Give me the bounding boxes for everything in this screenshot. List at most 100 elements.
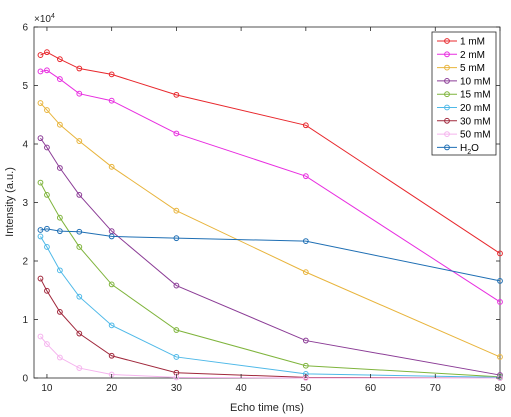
legend-label: H2O bbox=[460, 143, 479, 156]
data-point bbox=[44, 144, 50, 151]
legend-entry: 15 mM bbox=[437, 90, 491, 101]
legend-label: 2 mM bbox=[460, 50, 485, 61]
y-axis-label: Intensity (a.u.) bbox=[4, 167, 16, 237]
data-point bbox=[56, 121, 63, 128]
data-point bbox=[108, 352, 115, 359]
legend-marker bbox=[444, 64, 450, 71]
legend-marker bbox=[444, 144, 450, 151]
data-point bbox=[37, 135, 44, 142]
x-tick-label: 70 bbox=[430, 383, 442, 394]
data-point bbox=[56, 165, 63, 171]
data-point bbox=[37, 233, 44, 240]
legend-marker bbox=[444, 104, 450, 111]
x-axis-label: Echo time (ms) bbox=[230, 402, 304, 414]
data-point bbox=[497, 354, 503, 360]
y-tick-label: 5 bbox=[22, 81, 28, 92]
legend-entry: 2 mM bbox=[437, 50, 485, 61]
data-point bbox=[56, 308, 63, 315]
series-layer bbox=[37, 49, 503, 381]
x-tick-label: 60 bbox=[365, 383, 377, 394]
data-point bbox=[37, 100, 44, 106]
data-point bbox=[56, 354, 63, 361]
legend-marker bbox=[444, 78, 450, 84]
legend-entry: 10 mM bbox=[437, 76, 491, 87]
legend-entries: 1 mM 2 mM 5 mM 10 mM 15 mM 20 mM 30 mM 50 mM H2O bbox=[437, 37, 491, 156]
data-point bbox=[56, 76, 63, 82]
data-point bbox=[173, 130, 180, 137]
legend-label: 1 mM bbox=[460, 37, 485, 48]
data-point bbox=[173, 91, 180, 98]
series-1-mm bbox=[37, 49, 503, 257]
data-point bbox=[173, 207, 180, 214]
y-tick-label: 0 bbox=[22, 374, 28, 385]
data-point bbox=[37, 333, 44, 340]
series-line bbox=[40, 236, 501, 378]
data-point bbox=[108, 71, 115, 78]
series-10-mm bbox=[37, 135, 503, 378]
data-point bbox=[497, 299, 503, 305]
series-line bbox=[40, 278, 501, 379]
x-tick-label: 30 bbox=[171, 383, 183, 394]
data-point bbox=[76, 293, 83, 300]
data-point bbox=[44, 107, 50, 113]
legend-label: 10 mM bbox=[460, 76, 491, 87]
legend-label: 20 mM bbox=[460, 103, 491, 114]
data-point bbox=[108, 233, 115, 240]
data-point bbox=[56, 214, 63, 221]
legend-marker bbox=[444, 91, 450, 98]
y-tick-label: 6 bbox=[22, 23, 28, 34]
y-exponent-label: ×104 bbox=[34, 13, 55, 25]
legend-entry: H2O bbox=[437, 143, 479, 156]
legend-label: 15 mM bbox=[460, 90, 491, 101]
data-point bbox=[76, 191, 83, 198]
series-2-mm bbox=[37, 67, 503, 305]
data-point bbox=[302, 362, 309, 369]
data-point bbox=[37, 179, 44, 186]
data-point bbox=[37, 68, 44, 75]
series-5-mm bbox=[37, 100, 503, 360]
legend-label: 30 mM bbox=[460, 116, 491, 127]
legend-label: 50 mM bbox=[460, 130, 491, 141]
series-line bbox=[40, 102, 501, 358]
data-point bbox=[76, 90, 83, 97]
data-point bbox=[44, 49, 50, 56]
series-line bbox=[40, 336, 500, 379]
data-point bbox=[76, 365, 83, 371]
legend: 1 mM 2 mM 5 mM 10 mM 15 mM 20 mM 30 mM 50 mM H2O bbox=[431, 31, 497, 156]
data-point bbox=[173, 327, 180, 333]
data-point bbox=[302, 173, 309, 180]
data-point bbox=[108, 163, 115, 170]
legend-label: 5 mM bbox=[460, 63, 485, 74]
x-tick-label: 80 bbox=[494, 383, 506, 394]
y-tick-label: 2 bbox=[22, 257, 28, 268]
data-point bbox=[302, 269, 309, 276]
data-point bbox=[37, 227, 44, 233]
legend-marker bbox=[444, 117, 450, 124]
data-point bbox=[37, 52, 44, 58]
x-tick-label: 40 bbox=[236, 383, 248, 394]
y-tick-label: 4 bbox=[22, 140, 28, 151]
data-point bbox=[44, 67, 50, 74]
legend-marker bbox=[444, 38, 450, 44]
data-point bbox=[76, 65, 83, 72]
y-tick-label: 3 bbox=[22, 198, 28, 209]
data-point bbox=[44, 191, 50, 198]
data-point bbox=[302, 238, 309, 245]
legend-entry: 30 mM bbox=[437, 116, 491, 127]
x-tick-label: 50 bbox=[300, 383, 312, 394]
data-point bbox=[173, 235, 180, 242]
data-point bbox=[44, 244, 50, 250]
data-point bbox=[44, 287, 50, 294]
data-point bbox=[76, 244, 83, 250]
data-point bbox=[108, 281, 115, 288]
data-point bbox=[173, 354, 180, 360]
data-point bbox=[497, 250, 503, 257]
data-point bbox=[497, 277, 503, 284]
data-point bbox=[56, 56, 63, 63]
series-line bbox=[40, 137, 501, 376]
data-point bbox=[76, 138, 83, 144]
data-point bbox=[302, 122, 309, 129]
legend-marker bbox=[444, 131, 450, 138]
data-point bbox=[108, 97, 115, 104]
